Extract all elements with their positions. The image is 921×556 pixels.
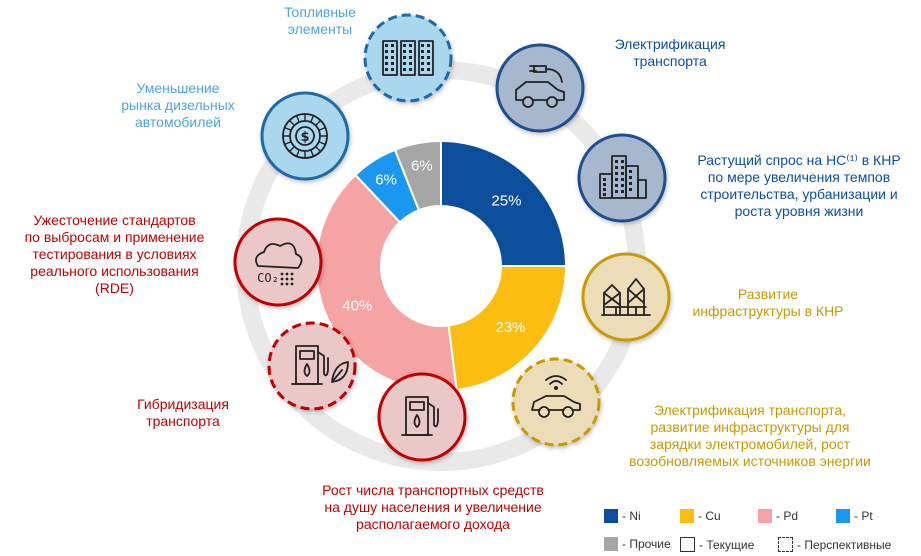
driver-bubble-7 bbox=[267, 321, 357, 411]
dollar-coin-icon: $ bbox=[282, 113, 328, 159]
driver-bubble-2 bbox=[495, 43, 585, 133]
driver-text-4: Развитие инфраструктуры в КНР bbox=[692, 286, 844, 319]
building-blocks-icon bbox=[382, 40, 434, 76]
driver-bubble-circle bbox=[363, 13, 453, 103]
driver-bubble-1 bbox=[363, 13, 453, 103]
legend-label-current: - Текущие bbox=[699, 537, 755, 552]
legend-label-perspective: - Перспективные bbox=[797, 537, 892, 552]
driver-bubble-6 bbox=[377, 372, 467, 462]
donut-slice-cu bbox=[447, 265, 568, 392]
driver-bubbles: CO₂ $ bbox=[233, 13, 671, 462]
legend-label-pd: - Pd bbox=[776, 509, 799, 523]
driver-text-6: Рост числа транспортных средств на душу … bbox=[322, 482, 544, 532]
donut-chart bbox=[315, 139, 568, 392]
legend-label-pt: - Pt bbox=[854, 509, 873, 523]
donut-value-label: 25% bbox=[491, 193, 521, 210]
legend-label-other: - Прочие bbox=[622, 537, 671, 551]
driver-text-1: Топливные элементы bbox=[284, 4, 356, 37]
legend-item-perspective: - Перспективные bbox=[778, 537, 891, 552]
legend-item-cu: - Cu bbox=[680, 509, 721, 523]
legend-swatch-current bbox=[680, 537, 695, 552]
donut-slice-ni bbox=[440, 139, 568, 267]
driver-bubble-circle bbox=[267, 321, 357, 411]
driver-text-9: Уменьшение рынка дизельных автомобилей bbox=[121, 80, 235, 130]
svg-text:CO₂: CO₂ bbox=[257, 271, 279, 285]
legend-item-other: - Прочие bbox=[604, 537, 671, 551]
legend-label-ni: - Ni bbox=[622, 509, 641, 523]
legend-swatch-perspective bbox=[778, 537, 793, 552]
driver-bubble-8: CO₂ bbox=[233, 217, 323, 307]
donut-slice-прочие bbox=[393, 139, 442, 212]
fuel-pump-icon bbox=[401, 396, 439, 436]
donut-hole bbox=[382, 207, 500, 325]
driver-text-2: Электрификация транспорта bbox=[614, 36, 726, 69]
donut-value-label: 6% bbox=[411, 157, 433, 174]
donut-value-label: 23% bbox=[495, 319, 525, 336]
legend-swatch-ni bbox=[604, 509, 618, 523]
donut-value-label: 6% bbox=[375, 171, 397, 188]
driver-bubble-circle bbox=[511, 357, 601, 447]
donut-value-label: 40% bbox=[342, 297, 372, 314]
legend-item-pt: - Pt bbox=[836, 509, 873, 523]
driver-text-3: Растущий спрос на НС⁽¹⁾ в КНР по мере ув… bbox=[697, 152, 901, 219]
legend-label-cu: - Cu bbox=[698, 509, 721, 523]
driver-bubble-circle bbox=[233, 217, 323, 307]
driver-bubble-9: $ bbox=[260, 91, 350, 181]
driver-bubble-4 bbox=[581, 252, 671, 342]
legend-swatch-pt bbox=[836, 509, 850, 523]
legend-item-ni: - Ni bbox=[604, 509, 641, 523]
legend-swatch-cu bbox=[680, 509, 694, 523]
electric-car-icon bbox=[515, 65, 565, 108]
driver-bubble-5 bbox=[511, 357, 601, 447]
driver-text-5: Электрификация транспорта, развитие инфр… bbox=[629, 402, 871, 469]
legend-item-pd: - Pd bbox=[758, 509, 798, 523]
driver-bubble-circle bbox=[495, 43, 585, 133]
connected-car-icon bbox=[531, 375, 581, 418]
legend-swatch-other bbox=[604, 537, 618, 551]
hybrid-pump-icon bbox=[291, 345, 349, 385]
driver-text-8: Ужесточение стандартов по выбросам и при… bbox=[24, 212, 205, 296]
donut-value-labels: 25% 23% 40% 6% 6% bbox=[342, 157, 525, 336]
legend-swatch-pd bbox=[758, 509, 772, 523]
driver-bubble-circle bbox=[581, 252, 671, 342]
construction-icon bbox=[601, 278, 651, 316]
driver-text-7: Гибридизация транспорта bbox=[137, 396, 229, 429]
driver-bubble-circle bbox=[377, 372, 467, 462]
co2-cloud-icon: CO₂ bbox=[255, 242, 303, 286]
driver-bubble-3 bbox=[577, 133, 667, 223]
driver-bubble-circle bbox=[260, 91, 350, 181]
legend-item-current: - Текущие bbox=[680, 537, 754, 552]
city-buildings-icon bbox=[599, 155, 647, 199]
donut-slice-pd bbox=[315, 173, 458, 392]
svg-text:$: $ bbox=[300, 130, 309, 145]
